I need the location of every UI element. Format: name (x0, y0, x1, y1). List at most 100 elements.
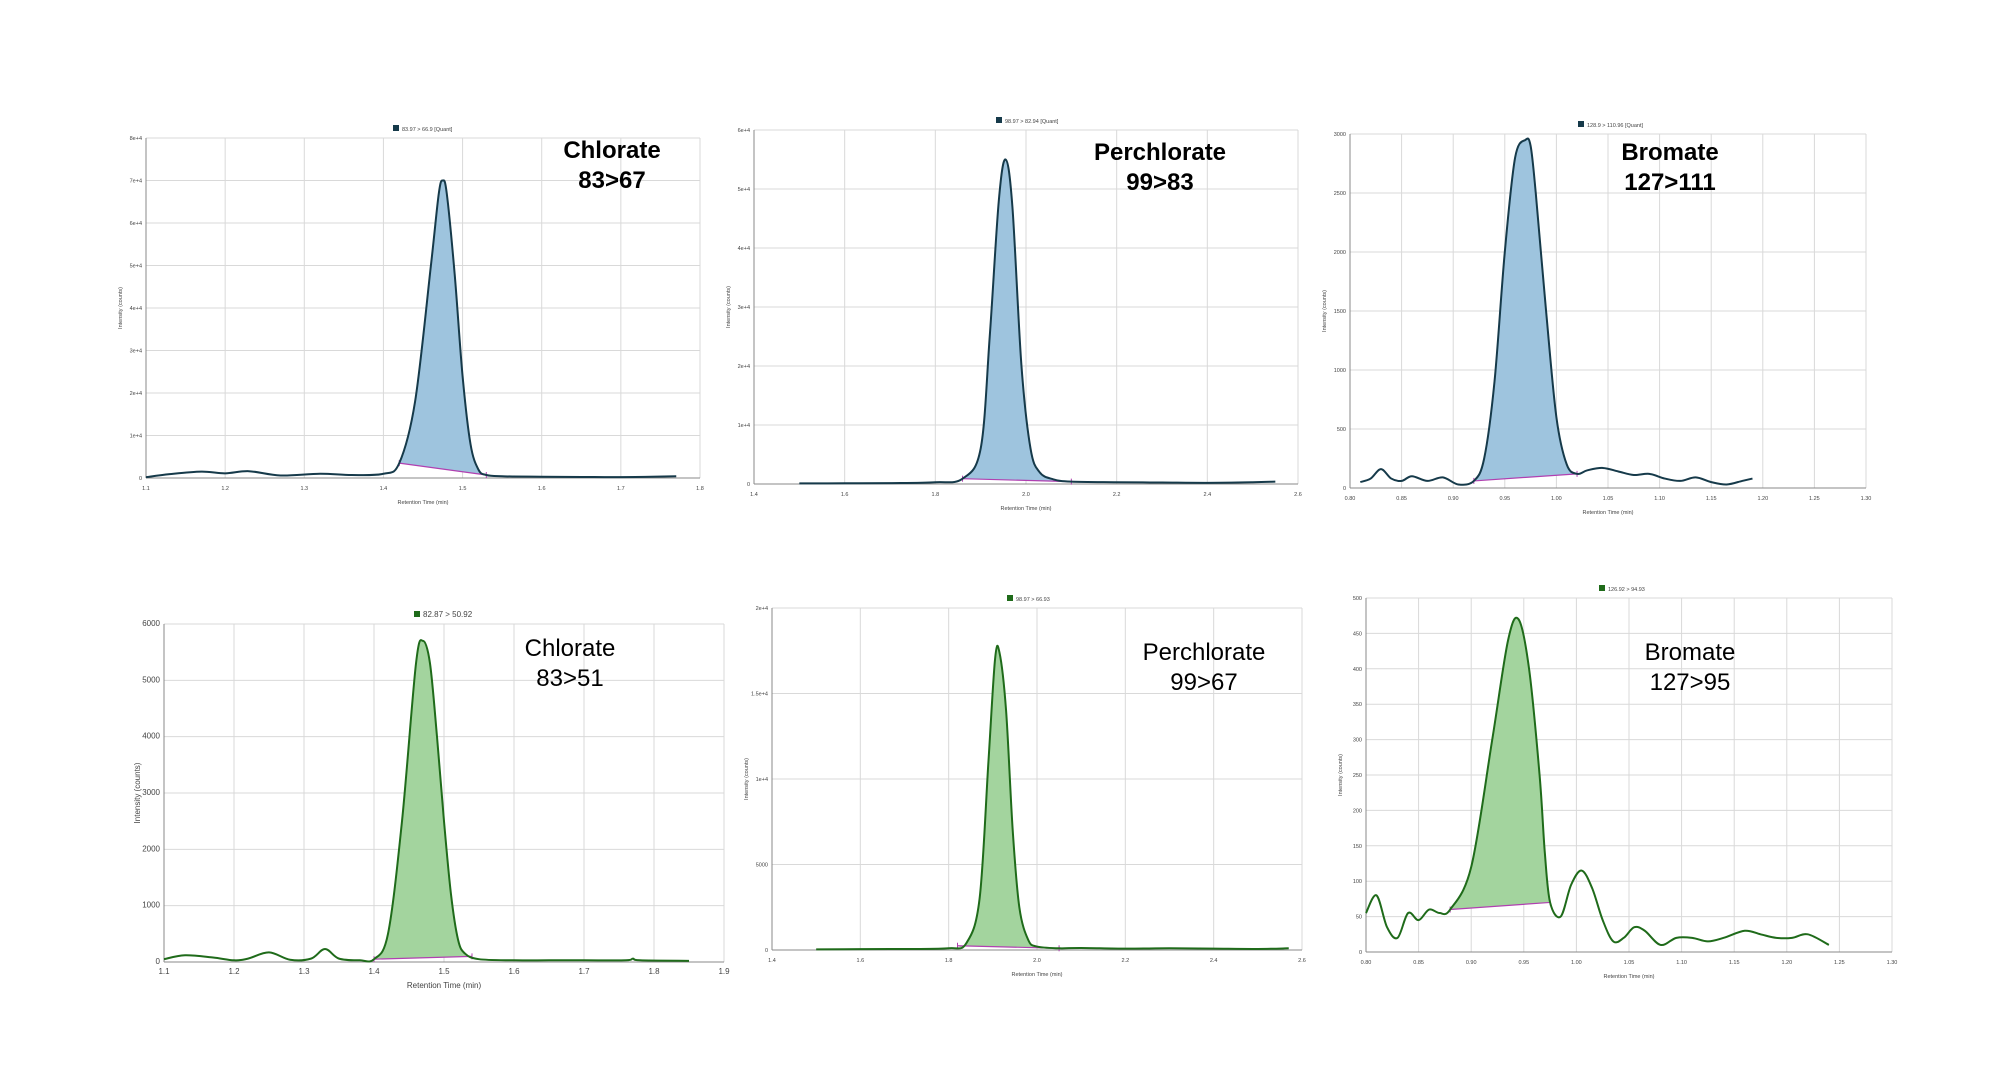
y-tick-label: 5000 (142, 675, 160, 684)
series-line (1359, 137, 1753, 486)
chart-annotation: Perchlorate 99>83 (1070, 138, 1250, 198)
y-tick-label: 4000 (142, 732, 160, 741)
y-tick-label: 6000 (142, 619, 160, 628)
y-axis-label: Intensity (counts) (1338, 754, 1344, 796)
peak-area (399, 180, 487, 476)
legend: 82.87 > 50.92 (414, 610, 473, 619)
chart-chlorate-83-51: 1.1 1.2 1.3 1.4 1.5 1.6 1.7 1.8 1.9 0 1000 2000 3000… (133, 604, 734, 1002)
chart-bromate-127-95: 0.80 0.85 0.90 0.95 1.00 1.05 1.10 1.15 1.20 1.25… (1338, 585, 1900, 996)
x-tick-label: 1.25 (1834, 960, 1845, 966)
x-axis-label: Retention Time (min) (1603, 974, 1654, 980)
x-tick-label: 1.6 (508, 967, 520, 976)
y-tick-label: 3000 (1334, 132, 1346, 138)
y-tick-label: 2000 (142, 844, 160, 853)
y-tick-label: 1e+4 (756, 777, 768, 783)
y-tick-label: 3e+4 (738, 305, 750, 311)
x-tick-label: 1.7 (578, 967, 590, 976)
legend-swatch (1007, 595, 1013, 601)
chart-svg: 1.1 1.2 1.3 1.4 1.5 1.6 1.7 1.8 1.9 0 1000 2000 3000… (133, 610, 730, 990)
x-tick-label: 2.2 (1122, 958, 1130, 964)
series-line (163, 639, 690, 963)
x-tick-label: 2.4 (1204, 492, 1212, 498)
y-tick-label: 200 (1353, 808, 1362, 814)
legend: 98.97 > 82.94 [Quant] (996, 117, 1059, 125)
x-tick-label: 1.30 (1887, 960, 1898, 966)
series-line (816, 644, 1289, 951)
y-tick-label: 5000 (756, 863, 768, 869)
chart-annotation: Bromate 127>95 (1600, 638, 1780, 698)
chart-svg: 1.1 1.2 1.3 1.4 1.5 1.6 1.7 1.8 0 1e+4 2e+4 3e+4 4e+… (118, 125, 704, 506)
annotation-compound: Perchlorate (1142, 639, 1266, 666)
x-tick-label: 1.6 (538, 486, 546, 492)
chart-svg: 0.80 0.85 0.90 0.95 1.00 1.05 1.10 1.15 1.20 1.25… (1338, 585, 1898, 980)
y-tick-label: 5e+4 (130, 264, 142, 270)
x-tick-label: 1.1 (142, 486, 150, 492)
peak-baseline (399, 462, 487, 476)
x-tick-label: 1.6 (841, 492, 849, 498)
y-tick-label: 8e+4 (130, 136, 142, 142)
x-tick-label: 1.4 (750, 492, 758, 498)
y-tick-label: 50 (1356, 915, 1362, 921)
annotation-transition: 83>51 (536, 665, 604, 692)
legend-label: 126.92 > 94.93 (1608, 587, 1645, 593)
chart-svg: 1.4 1.6 1.8 2.0 2.2 2.4 2.6 0 1e+4 2e+4 3e+4 4e+4 5e… (726, 117, 1302, 512)
x-tick-label: 1.2 (228, 967, 240, 976)
annotation-transition: 83>67 (578, 167, 646, 194)
y-tick-label: 1.5e+4 (751, 692, 768, 698)
x-tick-label: 1.5 (459, 486, 467, 492)
y-tick-label: 2000 (1334, 250, 1346, 256)
x-tick-label: 1.00 (1571, 960, 1582, 966)
x-tick-label: 1.8 (945, 958, 953, 964)
peak-area (374, 640, 472, 960)
x-tick-label: 0.90 (1448, 496, 1459, 502)
x-tick-label: 1.8 (648, 967, 660, 976)
series-line (799, 158, 1276, 485)
y-tick-label: 100 (1353, 879, 1362, 885)
annotation-transition: 99>83 (1126, 169, 1194, 196)
x-tick-label: 0.95 (1499, 496, 1510, 502)
legend-swatch (414, 611, 420, 617)
x-tick-label: 0.95 (1518, 960, 1529, 966)
y-tick-label: 450 (1353, 631, 1362, 637)
legend-label: 98.97 > 82.94 [Quant] (1005, 119, 1059, 125)
annotation-compound: Chlorate (563, 137, 661, 164)
annotation-compound: Bromate (1644, 639, 1736, 666)
x-tick-label: 1.3 (300, 486, 308, 492)
y-axis-label: Intensity (counts) (133, 762, 142, 823)
chart-svg: 1.4 1.6 1.8 2.0 2.2 2.4 2.6 0 5000 1e+4 1.5e+4 2e+4… (744, 595, 1306, 978)
chart-annotation: Chlorate 83>51 (490, 634, 650, 694)
x-tick-label: 2.0 (1022, 492, 1030, 498)
legend-swatch (1578, 121, 1584, 127)
legend-label: 98.97 > 66.93 (1016, 597, 1050, 603)
x-axis-label: Retention Time (min) (1582, 510, 1633, 516)
x-tick-label: 1.3 (298, 967, 310, 976)
y-tick-label: 1e+4 (738, 423, 750, 429)
chart-annotation: Chlorate 83>67 (522, 136, 702, 196)
series-line (1365, 616, 1830, 947)
chart-perchlorate-99-67: 1.4 1.6 1.8 2.0 2.2 2.4 2.6 0 5000 1e+4 1.5e+4 2e+4… (744, 592, 1312, 992)
legend-label: 82.87 > 50.92 (423, 610, 473, 619)
annotation-compound: Perchlorate (1093, 139, 1227, 166)
y-axis-label: Intensity (counts) (1322, 290, 1328, 332)
annotation-transition: 99>67 (1170, 669, 1238, 696)
annotation-transition: 127>111 (1624, 169, 1716, 196)
y-tick-label: 2e+4 (738, 364, 750, 370)
legend: 126.92 > 94.93 (1599, 585, 1645, 593)
y-tick-label: 1000 (1334, 368, 1346, 374)
x-tick-label: 1.05 (1624, 960, 1635, 966)
grid (145, 137, 701, 479)
chart-annotation: Bromate 127>111 (1580, 138, 1760, 198)
x-tick-label: 1.1 (158, 967, 170, 976)
x-tick-label: 1.9 (718, 967, 730, 976)
y-tick-label: 6e+4 (130, 221, 142, 227)
x-tick-label: 2.2 (1113, 492, 1121, 498)
x-tick-label: 2.4 (1210, 958, 1218, 964)
x-tick-label: 1.7 (617, 486, 625, 492)
y-tick-label: 3e+4 (130, 349, 142, 355)
y-tick-label: 400 (1353, 667, 1362, 673)
x-tick-label: 1.20 (1757, 496, 1768, 502)
x-tick-label: 1.4 (768, 958, 776, 964)
y-axis-label: Intensity (counts) (726, 286, 732, 328)
y-axis-label: Intensity (counts) (744, 758, 750, 800)
